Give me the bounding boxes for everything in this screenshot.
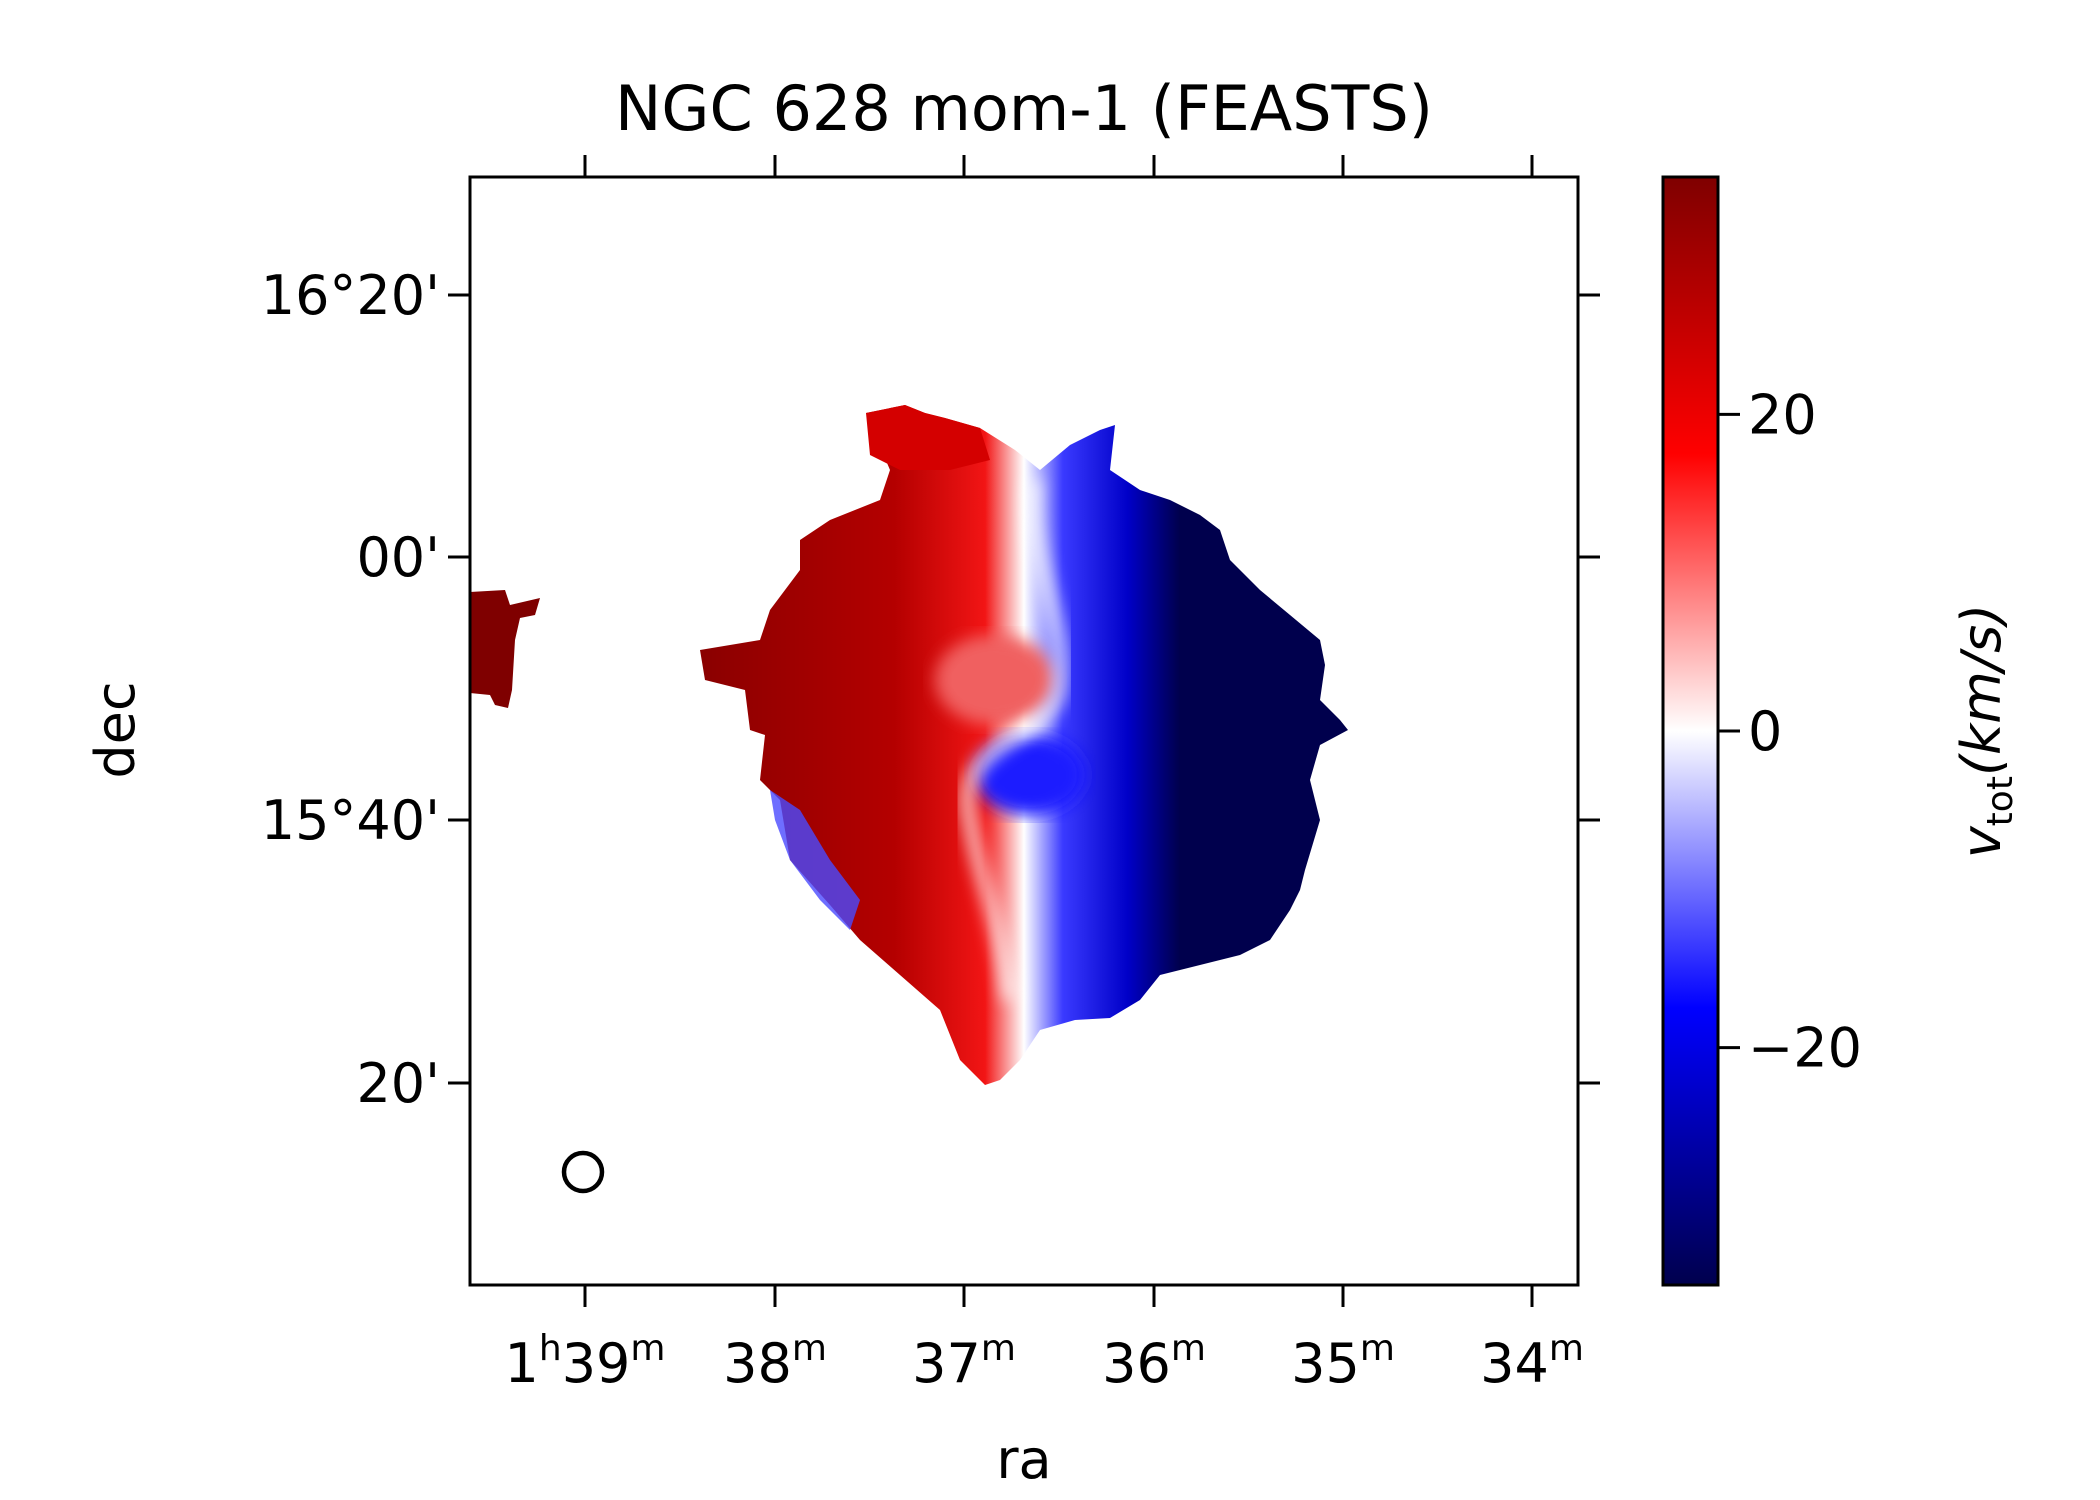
y-ticks: [448, 293, 1600, 1085]
colorbar-label-unit: (km/s): [1950, 604, 2013, 776]
colorbar-label-sub: tot: [1980, 776, 2021, 826]
colorbar-tick-label: 20: [1748, 383, 1817, 446]
x-axis-label: ra: [996, 1428, 1051, 1491]
colorbar-ticks: 20 0 −20: [1718, 383, 1862, 1080]
x-tick-label: 35m: [1291, 1328, 1395, 1395]
x-tick-sup: m: [792, 1328, 827, 1369]
x-tick-label: 37m: [912, 1328, 1016, 1395]
edge-blue-speckle: [770, 790, 860, 930]
x-tick-main: 38: [723, 1332, 792, 1395]
x-ticks: [583, 155, 1534, 1307]
velocity-field-image: [470, 405, 1348, 1085]
colorbar-tick-label: 0: [1748, 700, 1782, 763]
y-axis-label: dec: [84, 681, 147, 778]
x-tick-sup: m: [630, 1328, 665, 1369]
x-tick-main: 1: [505, 1332, 539, 1395]
x-tick-label: 36m: [1102, 1328, 1206, 1395]
left-edge-source: [470, 590, 540, 708]
colorbar-label: vtot(km/s): [1950, 604, 2021, 859]
x-tick-main: 35: [1291, 1332, 1360, 1395]
colorbar: [1661, 175, 1720, 1287]
colorbar-tick-label: −20: [1748, 1017, 1862, 1080]
x-tick-label: 38m: [723, 1328, 827, 1395]
beam-marker-icon: [561, 1150, 605, 1194]
x-tick-main: 39: [562, 1332, 631, 1395]
x-tick-label: 1h39m: [505, 1328, 666, 1395]
x-tick-main: 37: [912, 1332, 981, 1395]
plot-frame: [468, 175, 1580, 1287]
y-tick-label: 20': [356, 1052, 440, 1115]
x-tick-sup: m: [1360, 1328, 1395, 1369]
x-tick-main: 34: [1480, 1332, 1549, 1395]
x-tick-main: 36: [1102, 1332, 1171, 1395]
chart-title: NGC 628 mom-1 (FEASTS): [615, 72, 1433, 145]
y-tick-label: 15°40': [261, 789, 440, 852]
y-tick-label: 00': [356, 526, 440, 589]
x-tick-label: 34m: [1480, 1328, 1584, 1395]
blue-blob-feature: [975, 735, 1085, 815]
x-tick-sup: h: [539, 1328, 562, 1369]
x-tick-sup: m: [981, 1328, 1016, 1369]
colorbar-label-var: v: [1950, 825, 2013, 858]
y-tick-label: 16°20': [261, 264, 440, 327]
x-tick-sup: m: [1549, 1328, 1584, 1369]
zero-velocity-curve: [960, 479, 1069, 1001]
red-blob-feature: [935, 635, 1055, 725]
x-tick-sup: m: [1171, 1328, 1206, 1369]
top-red-lobe: [866, 405, 990, 470]
